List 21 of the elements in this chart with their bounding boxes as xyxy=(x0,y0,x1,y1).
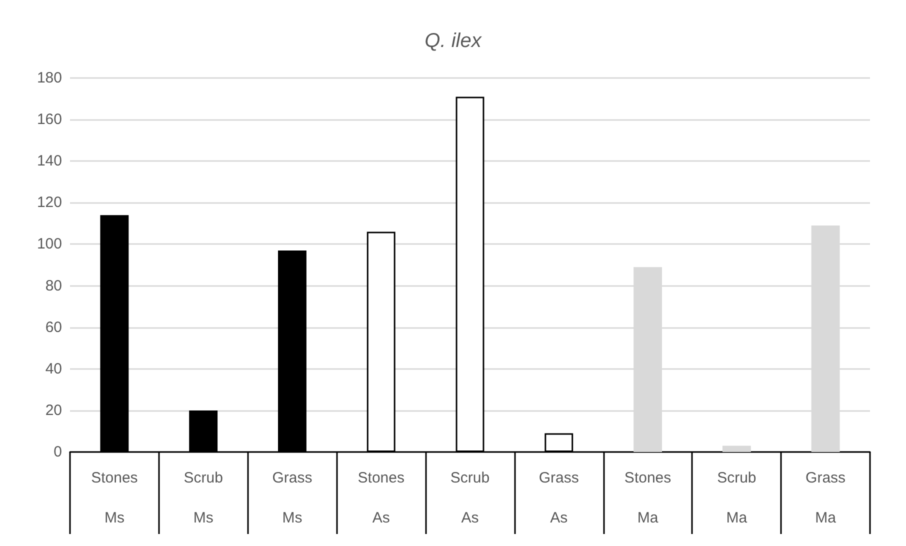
y-tick-label: 160 xyxy=(36,111,62,128)
category-label: Scrub Ma xyxy=(717,470,756,526)
category-label: Grass Ms xyxy=(272,470,312,526)
y-tick-label: 140 xyxy=(36,152,62,170)
y-tick-label: 40 xyxy=(45,360,62,378)
category-label: Scrub As xyxy=(450,470,490,526)
category-label: Stones Ms xyxy=(91,470,138,526)
y-tick-label: 80 xyxy=(45,277,62,294)
category-label: Stones Ma xyxy=(624,470,672,526)
bar xyxy=(722,446,751,452)
y-tick-label: 100 xyxy=(36,236,62,253)
category-label: Scrub Ms xyxy=(184,470,223,526)
y-tick-label: 0 xyxy=(54,444,62,460)
y-tick-label: 20 xyxy=(45,402,62,419)
category-label: Stones As xyxy=(358,470,404,526)
chart-title: Q. ilex xyxy=(424,30,482,52)
y-tick-label: 120 xyxy=(36,194,62,212)
y-tick-label: 60 xyxy=(45,318,62,336)
category-label: Grass Ma xyxy=(806,470,846,526)
category-label: Grass As xyxy=(538,470,579,526)
y-tick-label: 180 xyxy=(36,70,62,86)
